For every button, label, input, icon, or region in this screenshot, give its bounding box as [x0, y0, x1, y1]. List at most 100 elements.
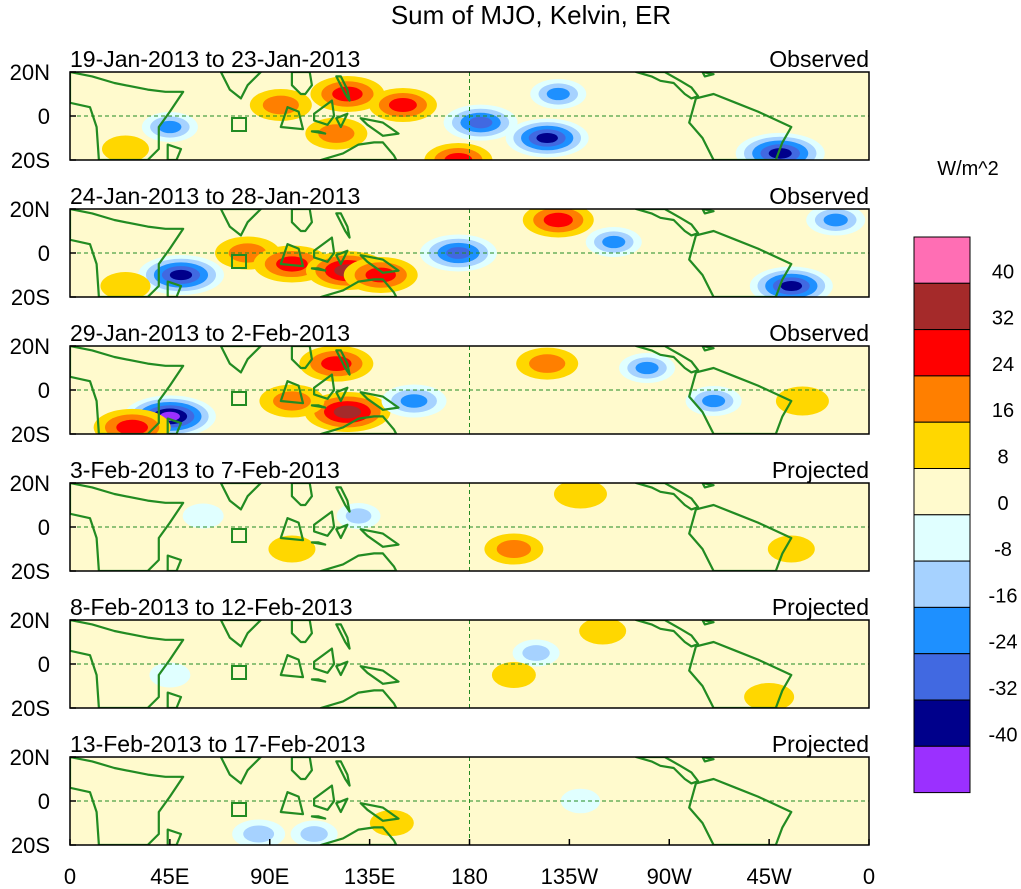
- colorbar: W/m^2 40 32 24 16 8 0 -8 -16 -24 -32 -40: [913, 158, 1017, 794]
- panel-type-label: Observed: [769, 46, 869, 72]
- coastline: [279, 517, 305, 542]
- coastline: [279, 380, 305, 405]
- contour-positive: [388, 98, 417, 112]
- colorbar-swatch: [913, 468, 971, 516]
- coastline: [310, 404, 327, 409]
- coastline: [166, 554, 183, 571]
- panel-date-label: 24-Jan-2013 to 28-Jan-2013: [70, 183, 360, 209]
- contour-negative: [158, 120, 182, 134]
- coastline: [219, 483, 262, 511]
- coastline: [313, 99, 336, 126]
- coastline: [313, 784, 336, 811]
- panel-type-label: Projected: [772, 594, 869, 620]
- colorbar-label: 8: [997, 447, 1008, 469]
- panel-5: 20N 0 20S 8-Feb-2013 to 12-Feb-2013 Projecte…: [10, 594, 870, 721]
- coastline: [219, 620, 262, 648]
- contour-positive: [744, 683, 795, 708]
- contour-positive: [101, 135, 149, 160]
- colorbar-swatch: [913, 236, 971, 284]
- coastline: [335, 386, 349, 403]
- contour-positive: [369, 810, 414, 836]
- coastline: [313, 236, 336, 263]
- coastline: [335, 112, 349, 129]
- contour-positive: [268, 535, 316, 563]
- coastline: [688, 366, 793, 434]
- colorbar-swatch: [913, 421, 971, 470]
- panel-type-label: Observed: [769, 183, 869, 209]
- contour-positive: [543, 212, 573, 228]
- lat-tick-label: 20S: [11, 559, 50, 584]
- lat-tick-label: 20N: [10, 608, 50, 633]
- coastline: [359, 665, 400, 685]
- coastline: [219, 346, 262, 374]
- coastline: [313, 510, 336, 537]
- coastline: [290, 72, 313, 96]
- contour-negative: [243, 825, 275, 843]
- panel-6: 20N 0 20S 13-Feb-2013 to 17-Feb-2013 Project…: [10, 731, 870, 858]
- colorbar-swatch: [913, 653, 971, 701]
- lat-tick-label: 0: [38, 104, 50, 129]
- coastline: [290, 483, 313, 507]
- colorbar-label: 24: [992, 354, 1014, 376]
- coastline: [688, 92, 793, 160]
- colorbar-label: 40: [992, 261, 1014, 283]
- coastline: [310, 267, 327, 272]
- contour-positive: [767, 535, 815, 563]
- lat-tick-label: 0: [38, 789, 50, 814]
- coastline: [335, 249, 349, 266]
- coastline: [313, 647, 336, 674]
- lat-tick-label: 20N: [10, 197, 50, 222]
- panel-date-label: 13-Feb-2013 to 17-Feb-2013: [70, 731, 365, 757]
- contour-positive: [775, 386, 829, 416]
- contour-positive: [529, 354, 566, 373]
- coastline: [359, 391, 400, 411]
- panel-3: 20N 0 20S 29-Jan-2013 to 2-Feb-2013 Observed: [10, 320, 870, 447]
- contour-negative: [345, 508, 372, 524]
- coastline: [335, 797, 349, 814]
- lat-tick-label: 20N: [10, 334, 50, 359]
- contour-positive: [444, 153, 473, 160]
- lat-tick-label: 0: [38, 652, 50, 677]
- coastline: [219, 72, 262, 100]
- coastline: [688, 503, 793, 571]
- coastline: [335, 523, 349, 540]
- lat-tick-label: 20N: [10, 471, 50, 496]
- coastline: [166, 691, 183, 708]
- colorbar-swatch: [913, 606, 971, 655]
- colorbar-swatch: [913, 745, 971, 794]
- lat-tick-label: 20N: [10, 745, 50, 770]
- coastline: [359, 528, 400, 548]
- coastline: [166, 143, 183, 160]
- contour-negative: [169, 269, 193, 281]
- coastline: [634, 483, 700, 511]
- coastline: [359, 117, 400, 137]
- contour-positive: [262, 95, 299, 115]
- coastline: [634, 757, 700, 785]
- longitude-axis: 0 45E 90E 135E 180 135W 90W 45W 0: [64, 839, 875, 889]
- colorbar-label: 0: [997, 493, 1008, 515]
- contour-negative: [536, 132, 558, 144]
- panel-type-label: Observed: [769, 320, 869, 346]
- coastline: [279, 654, 305, 679]
- panel-4: 20N 0 20S 3-Feb-2013 to 7-Feb-2013 Projected: [10, 457, 870, 584]
- coastline: [166, 828, 183, 845]
- coastline: [70, 620, 185, 708]
- contour-negative: [468, 116, 493, 129]
- coastline: [219, 757, 262, 785]
- contour-negative: [546, 87, 570, 101]
- coastline: [290, 620, 313, 644]
- colorbar-label: -8: [994, 539, 1012, 561]
- lat-tick-label: 20N: [10, 60, 50, 85]
- contour-positive: [579, 620, 627, 645]
- coastline: [70, 209, 185, 297]
- coastline: [313, 373, 336, 400]
- panel-date-label: 3-Feb-2013 to 7-Feb-2013: [70, 457, 340, 483]
- contour-negative: [400, 394, 428, 408]
- contour-negative: [149, 662, 191, 688]
- coastline: [290, 209, 313, 233]
- colorbar-swatch: [913, 329, 971, 377]
- coastline: [701, 620, 715, 626]
- coastline: [290, 346, 313, 370]
- coastline: [166, 417, 183, 434]
